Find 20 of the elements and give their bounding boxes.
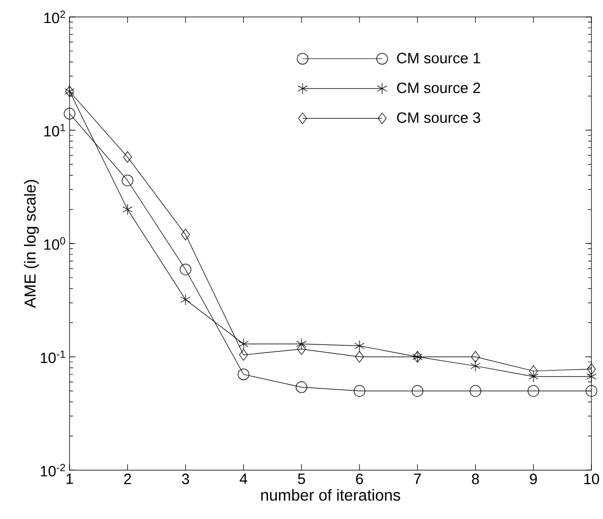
x-tick-label: 1 — [66, 474, 73, 484]
x-tick-label: 10 — [584, 474, 600, 484]
y-tick-label: 10$^{-1}$ — [40, 350, 66, 364]
y-tick-label: 10$^{2}$ — [44, 10, 66, 24]
x-tick-label: 7 — [414, 474, 421, 484]
y-tick-label: 10$^{-2}$ — [40, 464, 66, 477]
x-axis-title: number of iterations — [261, 489, 400, 501]
y-axis-title: AME (in log scale) — [24, 180, 39, 308]
x-tick-label: 8 — [472, 474, 479, 484]
x-tick-label: 5 — [298, 474, 306, 484]
x-tick-label: 4 — [240, 474, 248, 484]
legend-label: CM source 2 — [397, 82, 480, 94]
x-tick-label: 3 — [182, 474, 190, 484]
y-tick-label: 10$^{1}$ — [44, 124, 66, 137]
legend-label: CM source 1 — [397, 52, 480, 64]
x-tick-label: 2 — [124, 474, 131, 484]
x-tick-label: 6 — [356, 474, 363, 484]
y-tick-label: 10$^{0}$ — [44, 237, 66, 250]
legend-label: CM source 3 — [397, 112, 480, 124]
x-tick-label: 9 — [530, 474, 537, 484]
